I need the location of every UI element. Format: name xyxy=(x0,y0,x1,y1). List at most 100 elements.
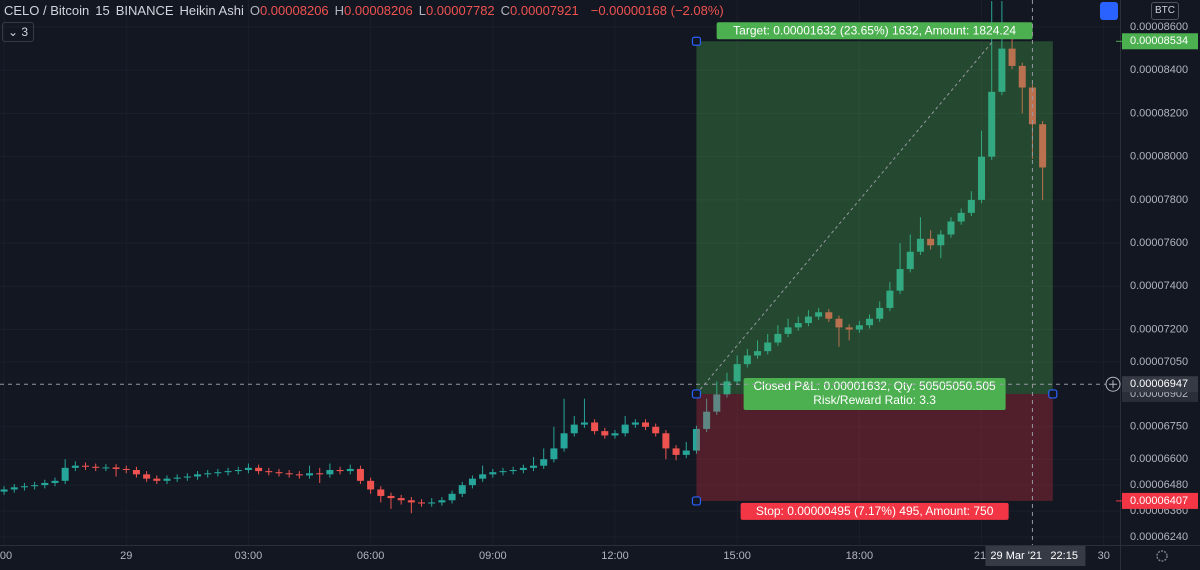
candle-body xyxy=(458,485,466,494)
crosshair-time-box xyxy=(985,546,1086,566)
candle-body xyxy=(631,422,639,425)
y-tick-label: 0.00006600 xyxy=(1130,453,1188,465)
candle-body xyxy=(804,316,812,324)
x-tick-label: 18:00 xyxy=(846,550,874,562)
candle-body xyxy=(886,290,894,308)
candle-body xyxy=(132,470,140,475)
candle-body xyxy=(82,465,90,467)
candle-body xyxy=(112,467,120,469)
candle-body xyxy=(418,502,426,504)
change: −0.00000168 (−2.08%) xyxy=(590,3,724,18)
y-tick-label: 0.00006750 xyxy=(1130,421,1188,433)
candle-body xyxy=(835,318,843,328)
candle-body xyxy=(448,493,456,501)
candle-body xyxy=(499,471,507,473)
candle-body xyxy=(468,478,476,486)
candle-body xyxy=(194,474,202,477)
candle-body xyxy=(652,426,660,434)
candle-body xyxy=(927,238,935,246)
candle-body xyxy=(682,450,690,455)
candle-body xyxy=(601,431,609,436)
candle-body xyxy=(102,467,110,469)
plot-area xyxy=(0,1,1047,514)
legend-key: O xyxy=(249,3,260,18)
legend-value: 0.00008206 xyxy=(344,3,413,18)
fullscreen-button[interactable] xyxy=(1100,2,1118,20)
ohlc-legend: O0.00008206 H0.00008206 L0.00007782 C0.0000… xyxy=(250,3,585,18)
legend-value: 0.00007782 xyxy=(425,3,495,18)
candle-body xyxy=(163,478,171,481)
y-tick-label: 0.00008000 xyxy=(1130,151,1188,163)
candle-body xyxy=(377,489,385,496)
candle-body xyxy=(0,489,8,492)
stop-label: Stop: 0.00000495 (7.17%) 495, Amount: 75… xyxy=(756,504,994,518)
drag-handle xyxy=(691,389,702,399)
candle-body xyxy=(153,478,161,481)
candle-body xyxy=(397,498,405,501)
y-tick-label: 0.00007400 xyxy=(1130,280,1188,292)
symbol[interactable]: CELO / Bitcoin xyxy=(4,3,90,18)
crosshair-price: 0.00006947 xyxy=(1130,378,1188,390)
y-tick-label: 0.00008600 xyxy=(1130,21,1188,33)
candle-body xyxy=(916,238,924,252)
candle-body xyxy=(71,465,79,468)
candle-body xyxy=(560,433,568,449)
candle-body xyxy=(244,467,252,471)
add-icon xyxy=(1109,380,1117,389)
candle-body xyxy=(183,476,191,478)
legend-value: 0.00007921 xyxy=(510,3,579,18)
candle-body xyxy=(876,307,884,319)
y-tick-label: 0.00006240 xyxy=(1130,531,1188,543)
candle-body xyxy=(672,448,680,455)
target-label: Target: 0.00001632 (23.65%) 1632, Amount… xyxy=(733,23,1016,37)
candle-body xyxy=(611,433,619,436)
settings-button[interactable] xyxy=(1156,550,1168,562)
risk-reward-label: Risk/Reward Ratio: 3.3 xyxy=(813,393,936,407)
interval[interactable]: 15 xyxy=(95,3,110,18)
stop-price-box xyxy=(1122,492,1198,509)
candle-body xyxy=(41,482,49,486)
x-tick-label: 12:00 xyxy=(601,550,629,562)
candle-body xyxy=(509,470,517,472)
closed-pnl-label: Closed P&L: 0.00001632, Qty: 50505050.50… xyxy=(754,379,997,393)
candle-body xyxy=(937,234,945,246)
crosshair-time: 22:15 xyxy=(1050,550,1078,562)
candle-body xyxy=(692,428,700,451)
loss-zone xyxy=(696,393,1053,501)
candle-body xyxy=(316,473,324,475)
candle-body xyxy=(774,333,782,343)
candle-body xyxy=(1039,124,1047,168)
drag-handle xyxy=(1048,389,1058,399)
header: CELO / Bitcoin 15 BINANCE Heikin Ashi O0.000… xyxy=(4,3,730,18)
candle-body xyxy=(346,468,354,472)
candle-body xyxy=(489,472,497,475)
candle-body xyxy=(204,473,212,475)
candle-body xyxy=(642,422,650,427)
target-label-box xyxy=(716,22,1033,40)
target-price-box xyxy=(1122,33,1198,50)
indicators-toggle[interactable]: ⌄ 3 xyxy=(2,22,35,42)
candle-body xyxy=(866,318,874,326)
grid xyxy=(0,0,1120,545)
candle-body xyxy=(224,471,232,473)
drag-handle xyxy=(691,496,702,506)
currency-badge[interactable]: BTC xyxy=(1151,2,1179,20)
exchange: BINANCE xyxy=(115,3,174,18)
x-tick-label: 21: xyxy=(974,550,989,562)
candle-body xyxy=(621,424,629,434)
legend-value: 0.00008206 xyxy=(259,3,329,18)
y-tick-label: 0.00007050 xyxy=(1130,356,1188,368)
candle-body xyxy=(570,424,578,434)
candle-body xyxy=(784,327,792,334)
chart-style[interactable]: Heikin Ashi xyxy=(179,3,244,18)
candle-body xyxy=(306,473,314,476)
profit-zone xyxy=(696,41,1053,394)
candle-body xyxy=(519,467,527,471)
legend-key: L xyxy=(418,3,426,18)
candle-body xyxy=(550,448,558,460)
candle-body xyxy=(367,480,375,490)
y-tick-label: 0.00006480 xyxy=(1130,479,1188,491)
x-tick-label: 15:00 xyxy=(723,550,751,562)
